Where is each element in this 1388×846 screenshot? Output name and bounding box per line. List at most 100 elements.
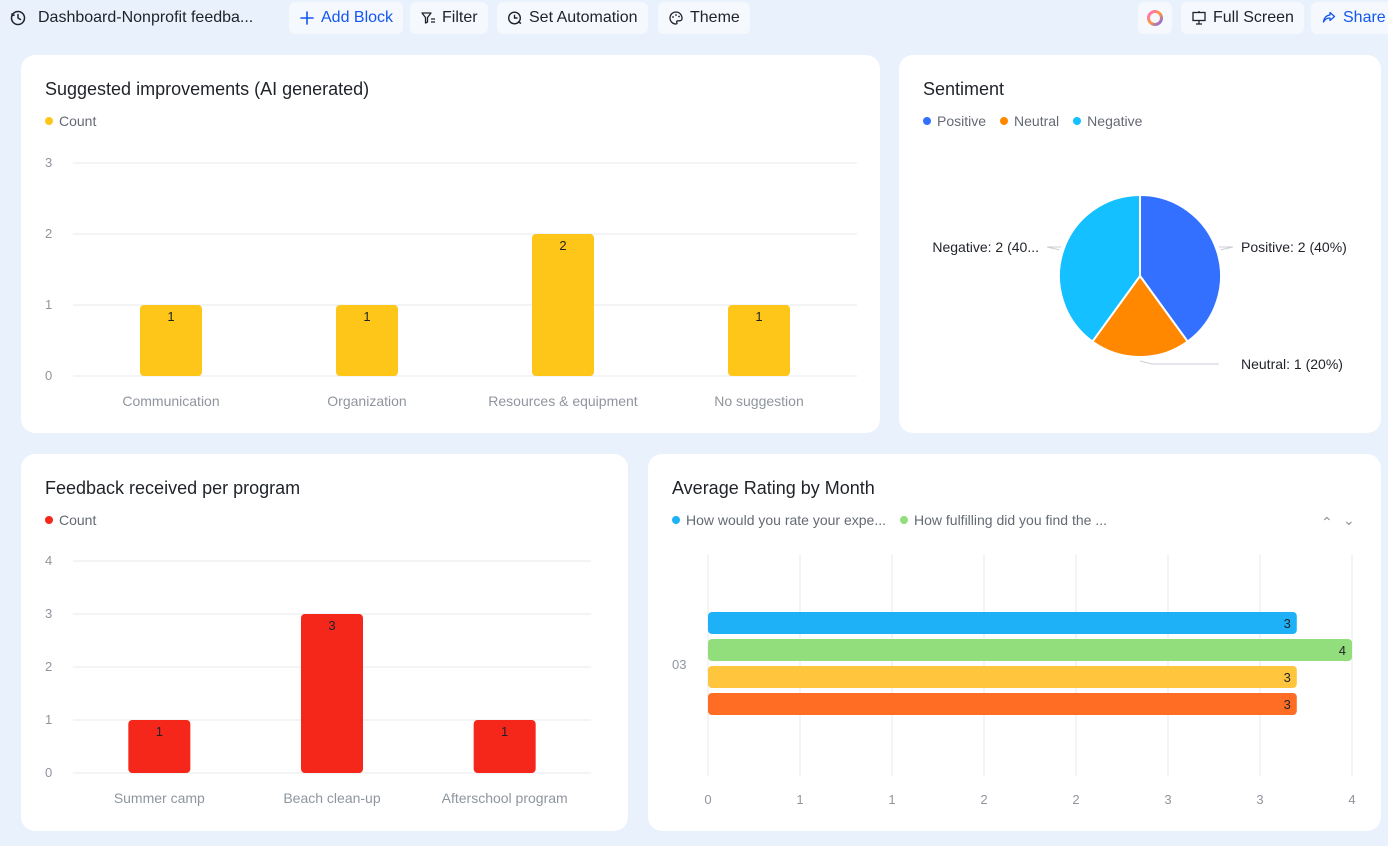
suggested-improvements-card[interactable]: Suggested improvements (AI generated) Co… [21, 55, 880, 433]
automation-icon [507, 11, 522, 25]
share-label: Share [1343, 9, 1386, 26]
y-tick-label: 03 [672, 657, 686, 672]
bar-data-label: 1 [755, 309, 762, 324]
filter-icon [421, 12, 435, 24]
y-tick-label: 1 [45, 712, 52, 727]
feedback-per-program-card[interactable]: Feedback received per program Count 0 1 2 3… [21, 454, 628, 831]
rating-horizontal-bar-chart: 0 1 1 2 2 3 3 4 03 3 4 3 3 [672, 554, 1356, 807]
x-tick-label: Beach clean-up [283, 790, 381, 806]
set-automation-button[interactable]: Set Automation [497, 2, 648, 34]
card-title: Feedback received per program [45, 478, 301, 498]
legend-dot [900, 516, 908, 524]
filter-label: Filter [442, 9, 478, 26]
presentation-icon [1192, 11, 1206, 25]
filter-button[interactable]: Filter [410, 2, 488, 34]
bar-data-label: 1 [501, 724, 508, 739]
legend-item[interactable]: Count [45, 113, 96, 129]
bar [473, 720, 536, 773]
ai-assistant-button[interactable] [1138, 2, 1172, 34]
pie-slice [1139, 193, 1222, 343]
legend-next-icon[interactable]: ⌄ [1343, 512, 1355, 528]
pie-leader-line [1219, 246, 1233, 251]
legend-item[interactable]: How would you rate your expe... [672, 512, 886, 528]
legend-dot [672, 516, 680, 524]
y-tick-label: 0 [45, 368, 52, 383]
card-title: Average Rating by Month [672, 478, 875, 498]
x-tick-label: 1 [888, 792, 895, 807]
full-screen-label: Full Screen [1213, 9, 1294, 26]
y-tick-label: 2 [45, 226, 52, 241]
x-tick-label: 2 [980, 792, 987, 807]
legend-item-negative[interactable]: Negative [1073, 113, 1142, 129]
x-tick-label: No suggestion [714, 393, 804, 409]
legend-dot [45, 516, 53, 524]
bar [532, 234, 594, 376]
legend-dot [923, 117, 931, 125]
legend-label: How would you rate your expe... [686, 512, 886, 528]
bar-data-label: 1 [363, 309, 370, 324]
bar [728, 305, 790, 376]
legend-item-positive[interactable]: Positive [923, 113, 986, 129]
chart-legend: Positive Neutral Negative [923, 113, 1142, 129]
x-tick-label: 3 [1164, 792, 1171, 807]
bar [708, 693, 1297, 715]
bar [708, 612, 1297, 634]
card-title: Suggested improvements (AI generated) [45, 79, 370, 99]
legend-label: Count [59, 512, 97, 528]
sentiment-card[interactable]: Sentiment Positive Neutral Negative Posi… [899, 55, 1381, 433]
dashboard-title-area[interactable]: Dashboard-Nonprofit feedba... [10, 2, 253, 34]
legend-dot [1000, 117, 1009, 125]
bar [128, 720, 191, 773]
bar-data-label: 1 [156, 724, 163, 739]
bar [336, 305, 398, 376]
sentiment-pie-chart: Positive: 2 (40%) Neutral: 1 (20%) Negativ… [932, 193, 1347, 372]
theme-label: Theme [690, 9, 740, 26]
x-tick-label: Resources & equipment [488, 393, 638, 409]
y-tick-label: 3 [45, 155, 52, 170]
pie-slice [1058, 193, 1141, 343]
legend-item-neutral[interactable]: Neutral [1000, 113, 1059, 129]
bar-data-label: 3 [1284, 697, 1291, 712]
full-screen-button[interactable]: Full Screen [1181, 2, 1304, 34]
y-tick-label: 2 [45, 659, 52, 674]
y-tick-label: 1 [45, 297, 52, 312]
pie-slice-label: Neutral: 1 (20%) [1241, 356, 1343, 372]
bar [140, 305, 202, 376]
x-tick-label: 3 [1256, 792, 1263, 807]
bar [708, 639, 1352, 661]
y-tick-label: 4 [45, 553, 52, 568]
feedback-bar-chart: 0 1 2 3 4 1 Summer camp 3 Beach clean-up 1 Aftersc… [45, 553, 591, 806]
set-automation-label: Set Automation [529, 9, 638, 26]
share-button[interactable]: Share [1311, 2, 1388, 34]
improvements-bar-chart: 0 1 2 3 1 Communication 1 Organization 2 Resource… [45, 155, 857, 409]
x-tick-label: Afterschool program [442, 790, 568, 806]
bar-data-label: 3 [1284, 670, 1291, 685]
pie-leader-line [1047, 246, 1061, 251]
pie-leader-line [1139, 360, 1219, 365]
add-block-label: Add Block [321, 9, 394, 26]
legend-item[interactable]: Count [45, 512, 96, 528]
theme-button[interactable]: Theme [658, 2, 750, 34]
x-tick-label: 2 [1072, 792, 1079, 807]
bar-data-label: 3 [328, 618, 335, 633]
bar [708, 666, 1297, 688]
plus-icon [300, 11, 314, 25]
bar [301, 614, 363, 773]
x-tick-label: Summer camp [114, 790, 205, 806]
y-tick-label: 3 [45, 606, 52, 621]
legend-dot [45, 117, 53, 125]
legend-dot [1073, 117, 1082, 125]
add-block-button[interactable]: Add Block [289, 2, 404, 34]
x-tick-label: 0 [704, 792, 711, 807]
legend-prev-icon[interactable]: ⌃ [1321, 514, 1333, 530]
dashboard-toolbar: Dashboard-Nonprofit feedba... Add Block … [0, 0, 1388, 38]
x-tick-label: 4 [1348, 792, 1355, 807]
average-rating-card[interactable]: Average Rating by Month How would you ra… [648, 454, 1381, 831]
legend-item[interactable]: How fulfilling did you find the ... [900, 512, 1107, 528]
x-tick-label: 1 [796, 792, 803, 807]
chart-legend: Count [45, 113, 96, 129]
bar-data-label: 1 [167, 309, 174, 324]
share-icon [1322, 11, 1336, 23]
ai-assistant-icon [1147, 10, 1163, 26]
pie-slice-label: Positive: 2 (40%) [1241, 239, 1347, 255]
